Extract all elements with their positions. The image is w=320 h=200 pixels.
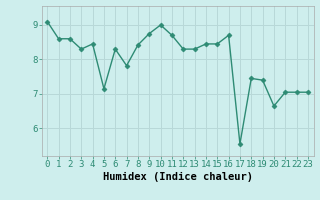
X-axis label: Humidex (Indice chaleur): Humidex (Indice chaleur)	[103, 172, 252, 182]
